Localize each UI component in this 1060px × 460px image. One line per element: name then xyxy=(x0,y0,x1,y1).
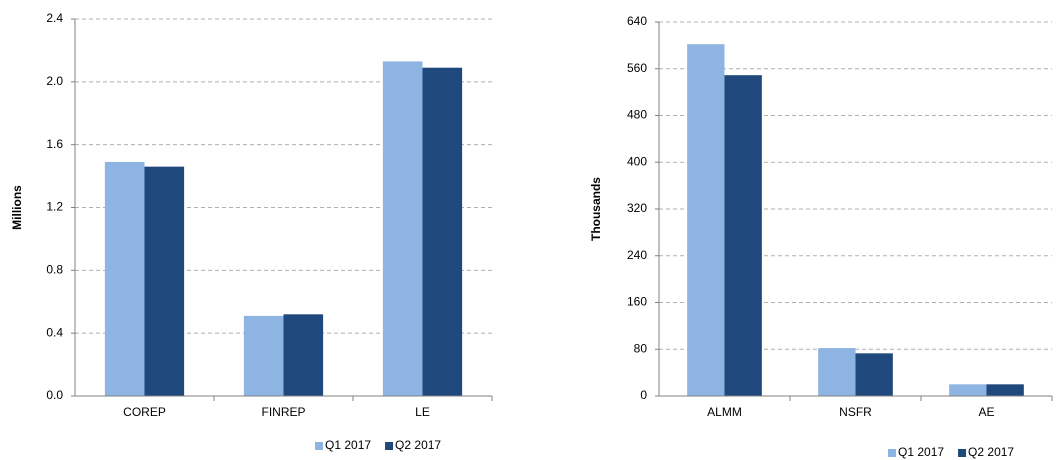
legend-label: Q1 2017 xyxy=(898,445,944,459)
x-tick-label: LE xyxy=(415,405,430,419)
y-tick-label: 2.0 xyxy=(46,74,63,88)
y-tick-label: 1.6 xyxy=(46,137,63,151)
y-axis-label: Thousands xyxy=(589,177,603,241)
y-tick-label: 640 xyxy=(627,14,647,28)
legend-label: Q1 2017 xyxy=(325,438,371,452)
legend-swatch xyxy=(958,449,967,457)
y-tick-label: 1.2 xyxy=(46,200,63,214)
bar xyxy=(283,314,324,396)
y-tick-label: 160 xyxy=(627,295,647,309)
bar xyxy=(724,75,762,396)
bar xyxy=(144,166,185,396)
legend-label: Q2 2017 xyxy=(968,445,1014,459)
y-tick-label: 0.4 xyxy=(46,325,63,339)
x-tick-label: FINREP xyxy=(261,405,305,419)
y-tick-label: 80 xyxy=(634,341,648,355)
y-tick-label: 240 xyxy=(627,248,647,262)
y-tick-label: 320 xyxy=(627,201,647,215)
legend-swatch xyxy=(888,449,896,457)
x-tick-label: COREP xyxy=(123,405,166,419)
bar xyxy=(422,67,463,396)
bar xyxy=(104,161,145,396)
y-tick-label: 0.0 xyxy=(46,388,63,402)
legend-swatch xyxy=(385,442,394,450)
bar xyxy=(986,384,1024,396)
legend-label: Q2 2017 xyxy=(395,438,441,452)
y-axis-label: Millions xyxy=(10,185,24,230)
y-tick-label: 0.8 xyxy=(46,263,63,277)
x-tick-label: ALMM xyxy=(707,405,742,419)
y-tick-label: 2.4 xyxy=(46,11,63,25)
legend-swatch xyxy=(315,442,323,450)
y-tick-label: 560 xyxy=(627,61,647,75)
y-tick-label: 480 xyxy=(627,108,647,122)
bar xyxy=(855,353,893,396)
x-tick-label: NSFR xyxy=(839,405,872,419)
bar xyxy=(382,61,423,396)
bar xyxy=(687,44,725,397)
bar xyxy=(818,348,856,396)
bar xyxy=(949,384,987,396)
y-tick-label: 400 xyxy=(627,154,647,168)
y-tick-label: 0 xyxy=(640,388,647,402)
bar xyxy=(243,315,284,396)
x-tick-label: AE xyxy=(978,405,994,419)
